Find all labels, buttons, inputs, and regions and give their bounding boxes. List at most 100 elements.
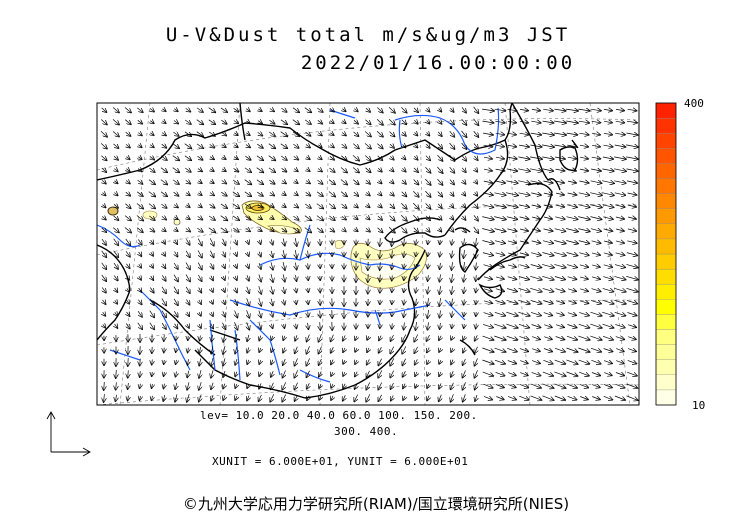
wind-vector [283, 286, 284, 293]
wind-vector [160, 167, 167, 173]
wind-vector [590, 335, 601, 340]
wind-vector [507, 229, 516, 231]
wind-vector [295, 238, 296, 246]
wind-vector [258, 121, 262, 124]
wind-vector [391, 181, 394, 184]
wind-vector [450, 119, 454, 125]
wind-vector [578, 121, 589, 123]
wind-vector [353, 132, 359, 136]
wind-vector [198, 205, 202, 208]
wind-vector [496, 397, 503, 400]
wind-vector [404, 251, 405, 257]
wind-vector [507, 109, 517, 110]
wind-vector [149, 228, 155, 231]
wind-vector [125, 238, 130, 245]
wind-vector [416, 251, 417, 256]
wind-vector [308, 275, 309, 280]
wind-vector [519, 265, 529, 268]
map-title: U-V&Dust total m/s&ug/m3 JST [165, 24, 571, 46]
wind-vector [566, 371, 578, 376]
wind-vector [531, 241, 541, 243]
wind-vector [271, 324, 272, 328]
wind-vector [198, 274, 201, 281]
wind-vector [151, 276, 154, 280]
wind-vector [401, 203, 406, 208]
wind-vector [186, 239, 189, 244]
wind-vector [392, 262, 393, 269]
wind-vector [519, 217, 529, 219]
wind-vector [294, 169, 298, 172]
wind-vector [352, 143, 359, 149]
wind-vector [494, 109, 506, 111]
wind-vector [626, 133, 638, 135]
wind-vector [602, 157, 613, 159]
wind-vector [464, 262, 465, 270]
wind-vector [579, 145, 588, 147]
wind-vector [590, 311, 602, 316]
wind-vector [483, 193, 493, 195]
wind-vector [415, 396, 417, 400]
wind-vector [602, 323, 614, 328]
wind-vector [451, 394, 454, 401]
wind-vector [473, 130, 479, 137]
wind-vector [579, 301, 589, 304]
wind-vector [566, 335, 577, 340]
wind-vector [258, 109, 261, 111]
wind-vector [126, 181, 130, 184]
wind-vector [494, 217, 506, 220]
wind-vector [343, 372, 345, 376]
wind-vector [280, 131, 288, 137]
wind-vector [331, 396, 333, 400]
wind-vector [603, 265, 612, 267]
wind-vector [235, 298, 237, 305]
wind-vector [544, 325, 552, 328]
wind-vector [475, 382, 478, 390]
wind-vector [172, 155, 179, 161]
wind-vector [342, 133, 346, 136]
wind-vector [530, 299, 542, 303]
wind-vector [494, 359, 505, 364]
wind-vector [112, 227, 119, 233]
wind-vector [268, 132, 275, 136]
wind-vector [269, 180, 274, 184]
wind-vector [271, 336, 272, 340]
wind-vector [211, 334, 212, 342]
wind-vectors [100, 106, 638, 402]
wind-vector [416, 275, 417, 280]
wind-vector [542, 145, 554, 147]
wind-vector [186, 217, 189, 219]
wind-vector [495, 241, 505, 244]
colorbar-segment [655, 238, 677, 255]
wind-vector [388, 227, 395, 232]
wind-vector [161, 204, 166, 208]
wind-vector [128, 382, 129, 389]
wind-vector [220, 215, 228, 221]
wind-vector [316, 215, 323, 221]
wind-vector [463, 192, 466, 195]
wind-vector [440, 322, 441, 329]
wind-vector [475, 358, 478, 365]
wind-vector [259, 348, 260, 352]
wind-vector [482, 359, 493, 364]
contour-levels-continued: 300. 400. [334, 425, 399, 438]
wind-vector [364, 143, 371, 148]
wind-vector [494, 335, 505, 340]
wind-vector [160, 191, 167, 196]
wind-vector [531, 205, 540, 207]
wind-vector [138, 120, 142, 123]
wind-vector [184, 143, 192, 149]
wind-vector [379, 335, 381, 341]
wind-vector [247, 347, 249, 352]
wind-vector [208, 227, 215, 232]
wind-vector [464, 250, 465, 258]
wind-vector [483, 301, 492, 303]
wind-vector [554, 241, 565, 244]
map-timestamp: 2022/01/16.00:00:00 [300, 52, 576, 74]
wind-vector [401, 191, 407, 197]
wind-vector [415, 384, 417, 388]
wind-vector [602, 299, 613, 304]
wind-vector [175, 382, 177, 389]
wind-vector [247, 310, 250, 318]
wind-vector [211, 346, 213, 353]
wind-vector [100, 143, 107, 148]
